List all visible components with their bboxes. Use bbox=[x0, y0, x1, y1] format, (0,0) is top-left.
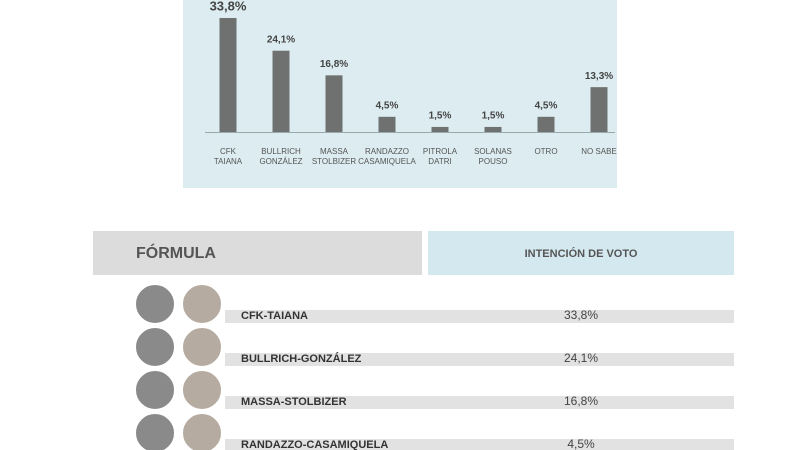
bar bbox=[431, 126, 449, 132]
x-tick-label: BULLRICH bbox=[261, 147, 301, 156]
value-label: 24,1% bbox=[267, 34, 295, 45]
value-label: 1,5% bbox=[482, 111, 505, 122]
x-tick-label: PITROLA bbox=[423, 147, 458, 156]
value-label: 1,5% bbox=[429, 111, 452, 122]
x-tick-label: CASAMIQUELA bbox=[358, 157, 416, 166]
x-tick-label: MASSA bbox=[320, 147, 349, 156]
x-tick-label: NO SABE bbox=[581, 147, 617, 156]
bar bbox=[537, 116, 555, 132]
bar bbox=[272, 50, 290, 133]
value-label: 16,8% bbox=[320, 59, 348, 70]
x-tick-label: STOLBIZER bbox=[312, 157, 357, 166]
photo bbox=[181, 369, 223, 411]
x-tick-label: CFK bbox=[220, 147, 237, 156]
row-strip bbox=[225, 310, 734, 323]
vote-value: 24,1% bbox=[564, 351, 598, 365]
bar bbox=[219, 18, 237, 132]
photo bbox=[134, 326, 176, 368]
x-tick-label: TAIANA bbox=[214, 157, 243, 166]
value-label: 4,5% bbox=[376, 100, 399, 111]
x-tick-label: GONZÁLEZ bbox=[259, 157, 302, 166]
vote-value: 4,5% bbox=[567, 437, 595, 450]
x-tick-label: OTRO bbox=[534, 147, 557, 156]
vote-value: 16,8% bbox=[564, 394, 598, 408]
x-tick-label: SOLANAS bbox=[474, 147, 512, 156]
value-label: 13,3% bbox=[585, 71, 613, 82]
photo bbox=[134, 412, 176, 450]
header-left bbox=[93, 231, 422, 275]
chart-panel bbox=[183, 0, 617, 188]
value-label: 4,5% bbox=[535, 100, 558, 111]
x-tick-label: DATRI bbox=[428, 157, 451, 166]
photo bbox=[134, 283, 176, 325]
bar bbox=[378, 116, 396, 132]
header-cell: FÓRMULA bbox=[136, 243, 216, 262]
row-strip bbox=[225, 353, 734, 366]
row-strip bbox=[225, 439, 734, 450]
table-body: CFK-TAIANA 33,8% BULLRICH-GONZÁLEZ 24,1% MAS… bbox=[134, 283, 734, 450]
header-right bbox=[428, 231, 734, 275]
vote-value: 33,8% bbox=[564, 308, 598, 322]
header-cell: INTENCIÓN DE VOTO bbox=[525, 247, 638, 260]
photo bbox=[134, 369, 176, 411]
formula-name: BULLRICH-GONZÁLEZ bbox=[241, 352, 362, 365]
formula-name: CFK-TAIANA bbox=[241, 310, 308, 322]
photo bbox=[181, 326, 223, 368]
bar bbox=[325, 75, 343, 132]
photo bbox=[181, 283, 223, 325]
value-label: 33,8% bbox=[210, 0, 247, 13]
row-strip bbox=[225, 396, 734, 409]
formula-name: RANDAZZO-CASAMIQUELA bbox=[241, 439, 388, 450]
x-tick-label: POUSO bbox=[479, 157, 508, 166]
bar bbox=[484, 126, 502, 132]
bar bbox=[590, 87, 608, 132]
photo bbox=[181, 412, 223, 450]
formula-name: MASSA-STOLBIZER bbox=[241, 396, 347, 408]
x-tick-label: RANDAZZO bbox=[365, 147, 409, 156]
